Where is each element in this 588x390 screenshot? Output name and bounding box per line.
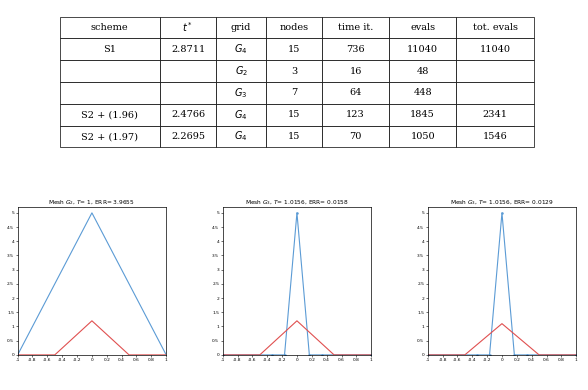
Title: Mesh $G_2$, $T$= 1, ERR= 3.9655: Mesh $G_2$, $T$= 1, ERR= 3.9655 (48, 199, 135, 207)
Title: Mesh $G_3$, $T$= 1.0156, ERR= 0.0158: Mesh $G_3$, $T$= 1.0156, ERR= 0.0158 (245, 199, 349, 207)
Title: Mesh $G_3$, $T$= 1.0156, ERR= 0.0129: Mesh $G_3$, $T$= 1.0156, ERR= 0.0129 (450, 199, 554, 207)
